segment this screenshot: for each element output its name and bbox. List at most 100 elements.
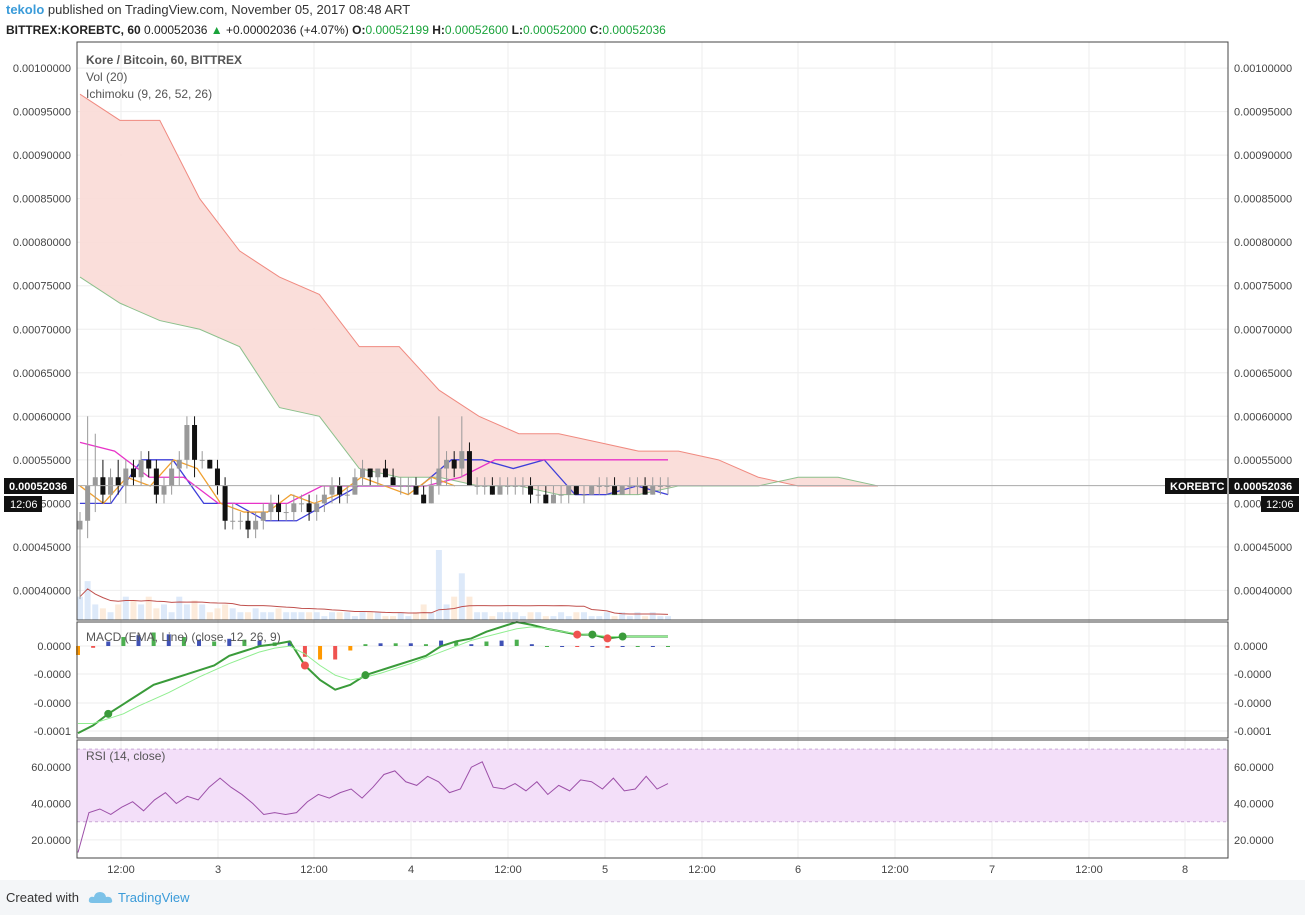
volume-bar [214, 608, 221, 620]
candle-body [245, 520, 251, 530]
vol-legend: Vol (20) [86, 70, 127, 84]
candle-body [550, 494, 556, 504]
macd-histogram-bar [76, 646, 80, 655]
candle-body [85, 485, 91, 521]
low-value: 0.00052000 [522, 23, 587, 37]
macd-histogram-bar [106, 641, 111, 646]
price-tick-left: 0.00060000 [13, 411, 71, 423]
candle-body [398, 485, 404, 487]
candle-body [528, 485, 534, 495]
price-marker-right-value: 0.00052036 [1234, 481, 1292, 493]
volume-bar [260, 612, 267, 620]
author-link[interactable]: tekolo [6, 2, 45, 17]
time-tick: 4 [408, 864, 414, 876]
candle-body [459, 451, 465, 469]
candle-body [375, 468, 381, 478]
volume-bar [596, 616, 603, 620]
volume-bar [298, 612, 305, 620]
tick-labels: 0.00100000 0.00100000 0.00095000 0.00095000… [13, 63, 1292, 876]
macd-histogram-bar [393, 643, 398, 646]
volume-bar [542, 616, 549, 620]
price-tick-left: 0.00070000 [13, 324, 71, 336]
symbol-tag: KOREBTC [1170, 481, 1224, 493]
candle-body [176, 459, 182, 469]
price-tick-left: 0.00065000 [13, 368, 71, 380]
price-tick-right: 0.00090000 [1234, 150, 1292, 162]
macd-histogram-bar [257, 640, 262, 646]
macd-cross-dot [618, 632, 627, 641]
candle-body [497, 485, 503, 495]
macd-histogram-bar [333, 646, 338, 660]
candle-body [573, 485, 579, 495]
macd-tick-right: -0.0000 [1234, 669, 1271, 681]
price-change: +0.00002036 (+4.07%) [226, 23, 349, 37]
candle-body [382, 468, 388, 478]
candle-body [505, 485, 511, 487]
candle-body [390, 477, 396, 486]
volume-bar [145, 596, 152, 620]
volume-bar [321, 616, 328, 620]
volume-bars [77, 550, 671, 620]
macd-histogram-bar [363, 644, 368, 646]
candle-body [650, 485, 656, 495]
close-value: 0.00052036 [602, 23, 666, 37]
tradingview-cloud-icon [88, 892, 113, 903]
candle-body [283, 512, 289, 514]
macd-tick-left: -0.0000 [34, 669, 71, 681]
candle-body [612, 485, 618, 495]
pane-border-3 [76, 739, 1229, 859]
volume-bar [558, 612, 565, 620]
publish-header: tekolo published on TradingView.com, Nov… [0, 0, 1305, 20]
candle-body [367, 468, 373, 478]
time-tick: 12:00 [107, 864, 135, 876]
volume-bar [550, 616, 557, 620]
volume-bar [397, 612, 404, 620]
price-tick-left: 0.00095000 [13, 107, 71, 119]
time-tick: 6 [795, 864, 801, 876]
chart-canvas[interactable]: 0.00100000 0.00100000 0.00095000 0.00095000… [0, 40, 1305, 880]
candle-body [92, 477, 98, 486]
volume-bar [199, 604, 206, 620]
cloud-fill [80, 94, 878, 495]
volume-bar [665, 616, 671, 620]
rsi-tick-right: 20.0000 [1234, 835, 1274, 847]
volume-bar [115, 604, 122, 620]
macd-histogram-bar [121, 637, 126, 646]
volume-bar [153, 608, 160, 620]
macd-histogram-bar [620, 646, 625, 647]
candle-body [268, 503, 274, 513]
volume-bar [107, 612, 114, 620]
candle-body [413, 485, 419, 495]
tradingview-link[interactable]: TradingView [118, 890, 190, 905]
candle-body [146, 459, 152, 469]
candle-body [543, 494, 549, 504]
macd-histogram-bar [227, 638, 232, 646]
candle-body [466, 451, 472, 486]
macd-cross-dot [104, 709, 113, 718]
candle-body [344, 494, 350, 496]
time-tick: 12:00 [1075, 864, 1103, 876]
macd-histogram-bar [302, 646, 307, 657]
candle-body [520, 485, 526, 487]
close-label: C: [589, 23, 603, 37]
macd-histogram-bar [439, 640, 444, 646]
candle-body [489, 485, 495, 495]
volume-bar [122, 596, 129, 620]
macd-cross-dot [573, 630, 582, 639]
macd-histogram-bar [91, 646, 96, 648]
macd-histogram-bar [560, 646, 565, 647]
low-label: L: [511, 23, 523, 37]
volume-bar [229, 608, 236, 620]
volume-bar [619, 612, 626, 620]
high-label: H: [432, 23, 445, 37]
candle-body [596, 485, 602, 487]
volume-bar [168, 612, 175, 620]
volume-bar [130, 600, 137, 620]
symbol-bar: BITTREX:KOREBTC, 60 0.00052036 ▲ +0.0000… [0, 20, 1305, 40]
volume-bar [581, 612, 587, 620]
candle-body [314, 503, 320, 513]
candle-body [184, 425, 190, 460]
macd-tick-left: -0.0001 [34, 726, 71, 738]
macd-histogram-bar [197, 639, 202, 646]
candle-body [115, 477, 121, 486]
